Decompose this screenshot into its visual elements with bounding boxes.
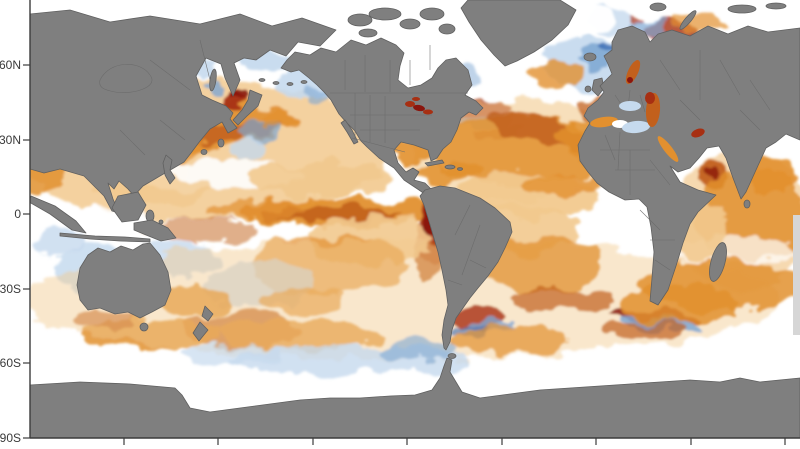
land-ireland <box>584 85 592 93</box>
land-aleutian-3 <box>286 82 294 86</box>
land-arctic-island-3 <box>399 18 421 30</box>
land-aleutian-1 <box>258 78 266 82</box>
land-japan <box>232 89 263 126</box>
inland-sea <box>423 109 433 115</box>
y-axis-label: 30N <box>0 133 21 147</box>
land-borneo <box>111 191 147 223</box>
inland-sea <box>645 92 655 104</box>
land-greenland <box>460 0 577 67</box>
land-north-america <box>280 37 484 198</box>
inland-sea <box>405 101 415 107</box>
land-madagascar <box>709 242 727 282</box>
sst-anomaly-blob <box>670 12 730 32</box>
land-tierra-del-fuego <box>447 353 457 359</box>
right-edge-colorbar-sliver <box>793 215 800 335</box>
sst-anomaly-blob <box>410 163 480 181</box>
inland-sea <box>619 101 641 111</box>
y-axis-label: 90S <box>0 431 21 445</box>
land-hainan <box>200 149 208 155</box>
land-arctic-island-7 <box>727 4 757 14</box>
inland-sea <box>412 97 420 101</box>
inland-seas-layer <box>405 60 705 162</box>
land-arctic-island-8 <box>765 2 787 10</box>
land-south-america <box>419 185 513 351</box>
land-sumatra <box>30 195 87 234</box>
sst-anomaly-blob <box>250 162 390 198</box>
land-java <box>59 232 151 243</box>
y-axis-label: 60N <box>0 58 21 72</box>
land-arctic-island-5 <box>438 23 456 35</box>
sst-anomaly-blob <box>480 237 600 293</box>
sst-anomaly-blob <box>632 14 648 22</box>
y-axis-label: 30S <box>0 282 21 296</box>
sst-anomaly-blob <box>230 140 266 160</box>
land-baja-california <box>340 119 359 145</box>
land-moluccas <box>158 219 164 225</box>
sst-anomaly-blob <box>605 322 685 338</box>
land-puerto-rico <box>457 167 463 171</box>
sst-anomaly-blob <box>180 345 280 365</box>
sst-anomaly-blob <box>380 340 460 360</box>
country-borders <box>99 39 771 286</box>
y-axis-label: 0 <box>14 207 21 221</box>
inland-sea <box>413 104 425 112</box>
land-australia <box>76 242 172 319</box>
sst-anomaly-blob <box>510 288 610 312</box>
land-sri-lanka <box>743 199 751 209</box>
sst-anomaly-blob <box>640 260 800 310</box>
land-arctic-island-6 <box>358 28 378 38</box>
sst-anomaly-blob <box>700 164 720 180</box>
land-arctic-island-2 <box>368 7 402 21</box>
inland-sea <box>657 136 679 162</box>
land-new-zealand-north <box>201 305 214 322</box>
map-area <box>30 0 800 438</box>
land-antarctica <box>30 357 800 438</box>
land-arctic-island-4 <box>419 7 445 21</box>
land-tasmania <box>139 322 149 332</box>
sst-anomaly-blob <box>520 173 600 197</box>
land-iceland <box>583 52 597 62</box>
land-arctic-island-1 <box>347 13 373 27</box>
land-aleutian-4 <box>300 80 308 84</box>
sst-anomaly-blob <box>35 225 85 255</box>
land-philippines <box>162 154 176 185</box>
inland-sea <box>622 120 650 134</box>
sst-anomaly-blob <box>205 201 305 219</box>
inland-sea <box>627 77 633 83</box>
land-europe-africa-asia <box>577 25 800 306</box>
land-aleutian-2 <box>272 81 280 85</box>
land-new-guinea <box>133 219 177 242</box>
land-cuba <box>424 159 445 167</box>
sst-anomaly-blob <box>450 325 570 355</box>
sst-anomaly-blob <box>232 91 248 101</box>
land-layer <box>30 0 800 438</box>
land-svalbard <box>649 2 667 12</box>
sst-anomaly-blob <box>301 87 329 103</box>
sst-anomaly-blob <box>530 60 580 90</box>
land-taiwan <box>217 138 225 148</box>
land-novaya-zemlya <box>679 10 697 30</box>
sst-anomaly-blob <box>260 108 304 132</box>
land-new-zealand-south <box>192 321 209 342</box>
inland-sea <box>691 128 705 138</box>
land-hispaniola <box>444 164 456 170</box>
inland-sea <box>590 116 618 128</box>
land-uk <box>591 77 605 97</box>
y-axis-label: 60S <box>0 356 21 370</box>
